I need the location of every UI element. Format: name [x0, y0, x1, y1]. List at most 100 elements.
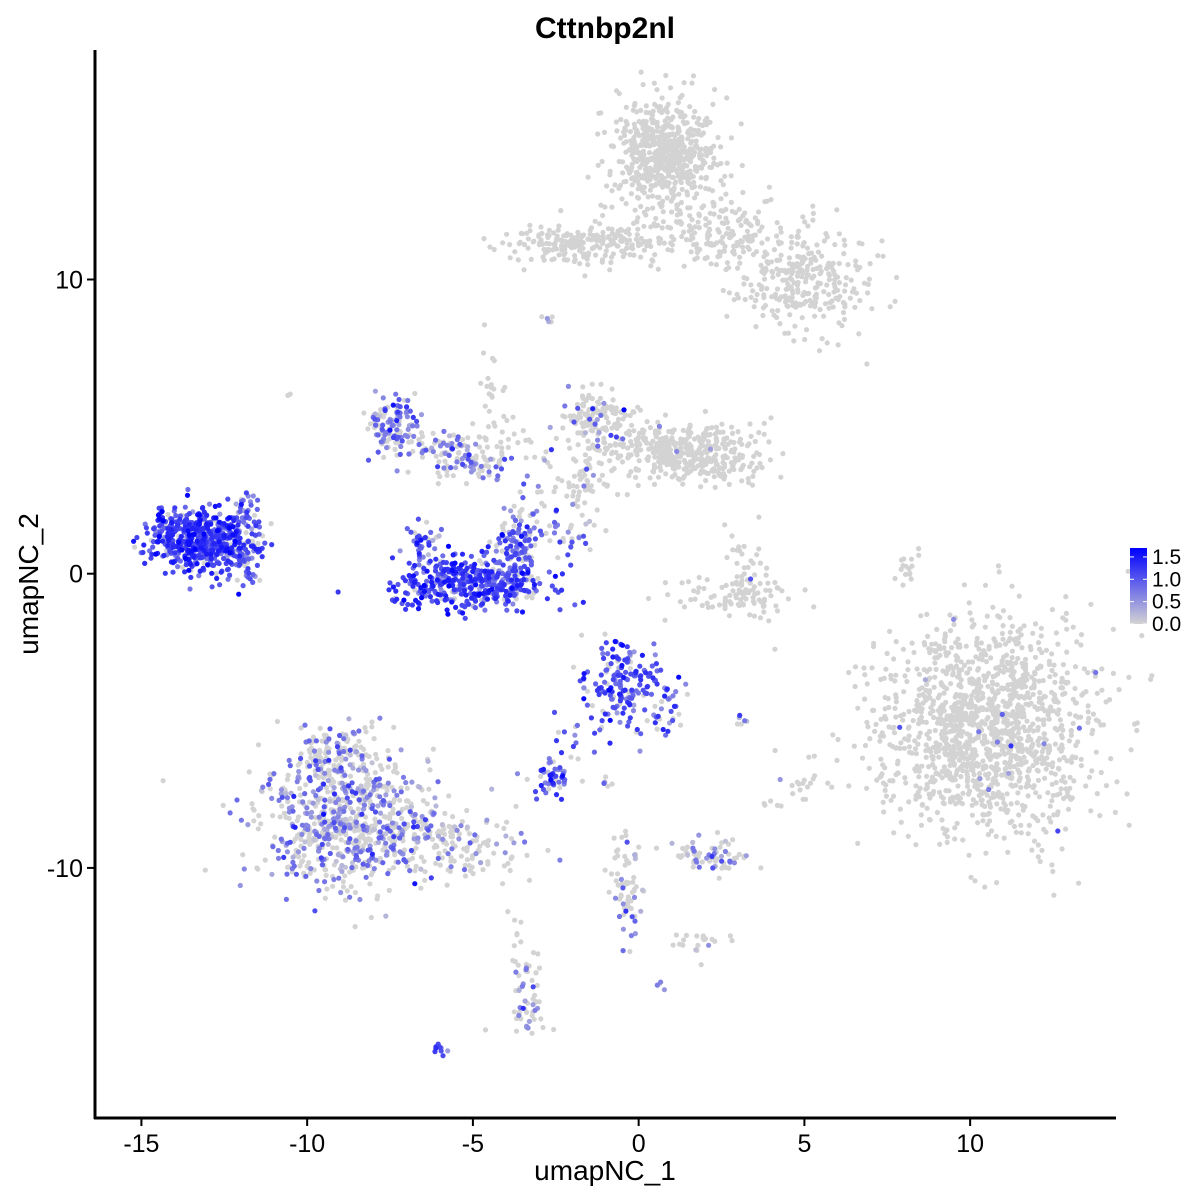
cell-point	[1051, 662, 1057, 668]
cell-point	[521, 241, 528, 248]
cell-point	[310, 800, 316, 806]
cell-point	[739, 239, 745, 245]
cell-point	[989, 707, 995, 714]
cell-point	[1000, 636, 1006, 642]
cell-point	[731, 439, 737, 446]
cell-point	[709, 604, 716, 610]
cell-point	[810, 217, 816, 223]
cell-point	[624, 245, 630, 251]
cell-point	[1040, 812, 1046, 818]
cell-point	[877, 733, 883, 739]
cell-point	[585, 262, 591, 268]
cell-point	[1008, 659, 1014, 665]
cell-point	[1059, 846, 1065, 852]
cell-point	[1039, 761, 1045, 767]
cell-point	[643, 119, 649, 125]
cell-point	[923, 719, 929, 726]
cell-point	[331, 762, 337, 769]
cell-point	[757, 460, 763, 467]
cell-point	[564, 493, 570, 499]
cell-point	[681, 604, 688, 610]
cell-point	[274, 718, 280, 725]
cell-point	[626, 428, 632, 434]
cell-point	[971, 747, 978, 753]
cell-point	[981, 733, 988, 739]
cell-point	[1032, 671, 1038, 677]
cell-point	[588, 225, 595, 231]
cell-point	[918, 812, 924, 818]
cell-point	[720, 471, 727, 477]
cell-point	[663, 154, 669, 160]
cell-point	[821, 313, 827, 319]
cell-point	[916, 671, 923, 677]
cell-point	[807, 303, 813, 309]
cell-point	[358, 744, 364, 750]
cell-point	[951, 621, 957, 628]
cell-point	[750, 473, 756, 479]
cell-point	[652, 252, 658, 258]
cell-point	[963, 741, 970, 747]
cell-point	[1028, 700, 1034, 707]
cell-point	[695, 219, 701, 225]
cell-point	[1045, 790, 1051, 796]
cell-point	[951, 761, 958, 767]
cell-point	[974, 635, 980, 641]
cell-point	[704, 152, 710, 159]
cell-point	[424, 801, 430, 807]
cell-point	[432, 842, 439, 849]
cell-point	[377, 763, 383, 769]
cell-point	[894, 274, 900, 281]
cell-point	[1051, 697, 1057, 703]
cell-point	[339, 862, 345, 869]
cell-point	[580, 245, 586, 251]
cell-point	[759, 224, 765, 230]
cell-point	[1036, 794, 1043, 800]
cell-point	[856, 240, 862, 246]
cell-point	[1038, 625, 1044, 631]
cell-point	[278, 787, 285, 793]
cell-point	[975, 733, 981, 739]
cell-point	[631, 874, 637, 881]
cell-point	[778, 474, 784, 480]
cell-point	[943, 788, 949, 794]
cell-point	[1070, 624, 1076, 630]
cell-point	[631, 138, 637, 144]
cell-point	[919, 763, 925, 769]
cell-point	[968, 697, 974, 703]
cell-point	[963, 701, 969, 707]
cell-point	[1005, 712, 1012, 718]
cell-point	[812, 303, 818, 310]
cell-point	[903, 780, 909, 786]
cell-point	[634, 127, 640, 133]
cell-point	[994, 752, 1000, 758]
cell-point	[741, 275, 747, 281]
cell-point	[950, 670, 956, 676]
cell-point	[692, 184, 698, 190]
cell-point	[929, 647, 935, 653]
cell-point	[722, 838, 729, 844]
cell-point	[1018, 632, 1024, 638]
cell-point	[967, 721, 973, 727]
cell-point	[830, 260, 836, 266]
cell-point	[357, 896, 363, 903]
cell-point	[810, 210, 817, 216]
cell-point	[1008, 775, 1015, 782]
cell-point	[841, 316, 848, 322]
cell-point	[589, 381, 595, 387]
cell-point	[942, 717, 948, 723]
cell-point	[664, 458, 670, 464]
cell-point	[767, 457, 774, 463]
cell-point	[761, 800, 767, 807]
cell-point	[780, 277, 786, 283]
cell-point	[901, 556, 907, 562]
cell-point	[749, 482, 756, 488]
cell-point	[912, 746, 919, 752]
cell-point	[511, 1009, 517, 1015]
cell-point	[662, 617, 668, 623]
cell-point	[571, 473, 578, 479]
cell-point	[821, 289, 827, 295]
cell-point	[1071, 778, 1077, 784]
cell-point	[551, 256, 557, 262]
cell-point	[1049, 764, 1055, 770]
cell-point	[880, 253, 886, 259]
